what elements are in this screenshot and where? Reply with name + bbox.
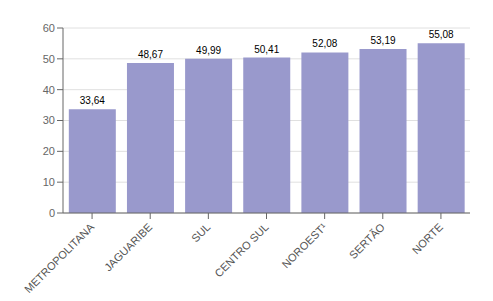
svg-text:METROPOLITANA: METROPOLITANA	[22, 220, 97, 293]
svg-text:60: 60	[43, 22, 55, 34]
svg-text:SUL: SUL	[189, 221, 213, 245]
svg-text:10: 10	[43, 176, 55, 188]
svg-text:NOROEST¹: NOROEST¹	[279, 221, 329, 271]
svg-text:CENTRO SUL: CENTRO SUL	[212, 221, 271, 280]
svg-text:NORTE: NORTE	[410, 221, 446, 257]
svg-text:49,99: 49,99	[196, 45, 221, 56]
svg-text:33,64: 33,64	[80, 95, 105, 106]
svg-text:SERTÃO: SERTÃO	[347, 220, 388, 261]
svg-text:55,08: 55,08	[429, 29, 454, 40]
svg-text:30: 30	[43, 114, 55, 126]
svg-text:50,41: 50,41	[254, 44, 279, 55]
svg-text:48,67: 48,67	[138, 49, 163, 60]
svg-text:JAGUARIBE: JAGUARIBE	[102, 221, 155, 274]
svg-text:53,19: 53,19	[371, 35, 396, 46]
svg-text:50: 50	[43, 53, 55, 65]
svg-text:20: 20	[43, 145, 55, 157]
svg-text:40: 40	[43, 84, 55, 96]
svg-text:0: 0	[49, 207, 55, 219]
svg-text:52,08: 52,08	[312, 38, 337, 49]
